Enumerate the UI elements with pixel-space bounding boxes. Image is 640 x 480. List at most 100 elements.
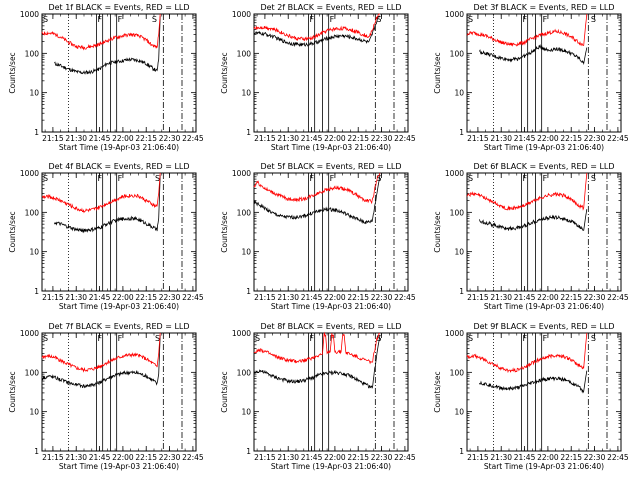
x-tick-label: 22:30 bbox=[584, 453, 606, 462]
y-tick-label: 100 bbox=[25, 49, 40, 58]
x-tick-label: 21:45 bbox=[89, 453, 111, 462]
x-tick-label: 21:30 bbox=[490, 453, 512, 462]
x-tick-label: 21:15 bbox=[254, 293, 276, 302]
chart-panel-1: Det 1f BLACK = Events, RED = LLD 1 10 100 10… bbox=[8, 3, 204, 152]
flag-label: S bbox=[155, 334, 160, 343]
x-axis-label: Start Time (19-Apr-03 21:06:40) bbox=[484, 302, 604, 311]
x-tick-label: 22:45 bbox=[394, 134, 416, 143]
y-tick-label: 1 bbox=[459, 287, 464, 296]
x-tick-label: 21:30 bbox=[65, 293, 87, 302]
flag-label: F bbox=[330, 174, 335, 183]
y-axis-label: Counts/sec bbox=[220, 371, 229, 412]
chart-title: Det 8f BLACK = Events, RED = LLD bbox=[260, 322, 401, 331]
plot-frame bbox=[41, 172, 197, 292]
x-tick-label: 22:30 bbox=[159, 293, 181, 302]
chart-panel-8: Det 8f BLACK = Events, RED = LLD 1 10 100 10… bbox=[220, 322, 416, 471]
x-tick-label: 21:45 bbox=[301, 134, 323, 143]
x-tick-label: 22:00 bbox=[112, 293, 134, 302]
flag-label: F bbox=[309, 15, 314, 24]
series-line-lld bbox=[466, 172, 588, 211]
y-tick-label: 10 bbox=[241, 408, 251, 417]
plot-frame bbox=[466, 172, 622, 292]
flag-label: S bbox=[376, 174, 381, 183]
flag-label: F bbox=[543, 334, 548, 343]
flag-label: F bbox=[309, 174, 314, 183]
y-tick-label: 100 bbox=[237, 368, 252, 377]
flag-label: S bbox=[43, 174, 48, 183]
x-tick-label: 22:00 bbox=[537, 293, 559, 302]
x-tick-label: 21:30 bbox=[277, 134, 299, 143]
x-axis-label: Start Time (19-Apr-03 21:06:40) bbox=[271, 143, 391, 152]
flag-label: S bbox=[376, 334, 381, 343]
x-tick-label: 22:30 bbox=[584, 293, 606, 302]
flag-label: F bbox=[309, 334, 314, 343]
x-axis-label: Start Time (19-Apr-03 21:06:40) bbox=[484, 462, 604, 471]
flag-label: F bbox=[522, 15, 527, 24]
flag-label: S bbox=[591, 15, 596, 24]
y-tick-label: 100 bbox=[237, 208, 252, 217]
x-tick-label: 21:45 bbox=[89, 134, 111, 143]
series-line-lld bbox=[41, 13, 161, 51]
y-tick-label: 1000 bbox=[232, 10, 251, 19]
series-line-events bbox=[41, 334, 161, 389]
x-tick-label: 21:30 bbox=[65, 134, 87, 143]
chart-panel-6: Det 6f BLACK = Events, RED = LLD 1 10 100 10… bbox=[433, 162, 629, 311]
x-tick-label: 22:00 bbox=[324, 293, 346, 302]
flag-label: S bbox=[43, 15, 48, 24]
plot-frame bbox=[41, 13, 197, 133]
x-axis-label: Start Time (19-Apr-03 21:06:40) bbox=[59, 302, 179, 311]
y-axis-label: Counts/sec bbox=[433, 211, 442, 252]
y-tick-label: 1 bbox=[459, 128, 464, 137]
y-tick-label: 1 bbox=[246, 128, 251, 137]
plot-frame bbox=[253, 172, 409, 292]
x-tick-label: 21:45 bbox=[514, 453, 536, 462]
x-tick-label: 21:30 bbox=[490, 134, 512, 143]
x-tick-label: 22:00 bbox=[537, 453, 559, 462]
y-tick-label: 10 bbox=[29, 408, 39, 417]
x-tick-label: 22:15 bbox=[347, 453, 369, 462]
chart-title: Det 4f BLACK = Events, RED = LLD bbox=[48, 162, 189, 171]
x-axis-label: Start Time (19-Apr-03 21:06:40) bbox=[271, 462, 391, 471]
y-tick-label: 1000 bbox=[445, 329, 464, 338]
y-tick-label: 10 bbox=[241, 89, 251, 98]
chart-title: Det 5f BLACK = Events, RED = LLD bbox=[260, 162, 401, 171]
x-tick-label: 21:45 bbox=[514, 293, 536, 302]
x-tick-label: 21:15 bbox=[42, 134, 64, 143]
series-line-lld bbox=[466, 13, 588, 47]
chart-title: Det 1f BLACK = Events, RED = LLD bbox=[48, 3, 189, 12]
chart-title: Det 3f BLACK = Events, RED = LLD bbox=[473, 3, 614, 12]
y-tick-label: 1 bbox=[34, 447, 39, 456]
y-tick-label: 100 bbox=[450, 49, 465, 58]
y-tick-label: 1000 bbox=[20, 10, 39, 19]
x-tick-label: 22:00 bbox=[112, 134, 134, 143]
x-tick-label: 22:45 bbox=[394, 293, 416, 302]
chart-panel-4: Det 4f BLACK = Events, RED = LLD 1 10 100 10… bbox=[8, 162, 204, 311]
x-tick-label: 22:45 bbox=[607, 453, 629, 462]
y-tick-label: 10 bbox=[29, 89, 39, 98]
x-tick-label: 22:30 bbox=[371, 453, 393, 462]
chart-panel-3: Det 3f BLACK = Events, RED = LLD 1 10 100 10… bbox=[433, 3, 629, 152]
x-tick-label: 21:15 bbox=[467, 134, 489, 143]
chart-title: Det 6f BLACK = Events, RED = LLD bbox=[473, 162, 614, 171]
x-tick-label: 22:15 bbox=[560, 293, 582, 302]
x-tick-label: 21:30 bbox=[277, 293, 299, 302]
x-tick-label: 22:15 bbox=[347, 134, 369, 143]
chart-title: Det 2f BLACK = Events, RED = LLD bbox=[260, 3, 401, 12]
chart-title: Det 9f BLACK = Events, RED = LLD bbox=[473, 322, 614, 331]
x-tick-label: 22:15 bbox=[135, 134, 157, 143]
series-line-events bbox=[479, 370, 588, 394]
plot-frame bbox=[253, 332, 409, 452]
flag-label: S bbox=[591, 334, 596, 343]
y-tick-label: 100 bbox=[25, 368, 40, 377]
flag-label: F bbox=[97, 174, 102, 183]
chart-panel-5: Det 5f BLACK = Events, RED = LLD 1 10 100 10… bbox=[220, 162, 416, 311]
chart-panel-2: Det 2f BLACK = Events, RED = LLD 1 10 100 10… bbox=[220, 3, 416, 152]
x-tick-label: 22:30 bbox=[371, 293, 393, 302]
x-tick-label: 22:00 bbox=[324, 134, 346, 143]
y-tick-label: 10 bbox=[29, 248, 39, 257]
plot-frame bbox=[253, 13, 409, 133]
x-axis-label: Start Time (19-Apr-03 21:06:40) bbox=[484, 143, 604, 152]
x-tick-label: 22:00 bbox=[112, 453, 134, 462]
